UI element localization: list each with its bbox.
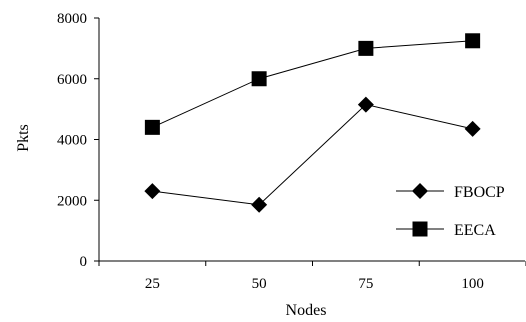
data-point-eeca xyxy=(465,33,481,49)
x-tick-label: 100 xyxy=(461,276,484,292)
data-point-eeca xyxy=(144,119,160,135)
legend-label: FBOCP xyxy=(454,184,505,201)
x-tick-labels: 25 50 75 100 xyxy=(145,276,484,292)
legend-item-eeca: EECA xyxy=(396,221,496,239)
series-line-fbocp xyxy=(152,104,473,206)
axes xyxy=(94,17,526,266)
y-tick-label: 4000 xyxy=(57,133,87,149)
series-fbocp xyxy=(144,96,481,213)
y-tick-label: 8000 xyxy=(57,11,87,27)
legend: FBOCP EECA xyxy=(396,183,505,239)
y-tick-labels: 0 2000 4000 6000 8000 xyxy=(57,11,87,270)
y-tick-label: 2000 xyxy=(57,193,87,209)
data-point-eeca xyxy=(358,40,374,56)
x-axis-label: Nodes xyxy=(286,302,327,319)
data-point-fbocp xyxy=(144,183,161,200)
x-tick-label: 50 xyxy=(252,276,267,292)
data-point-eeca xyxy=(251,71,267,87)
series-eeca xyxy=(144,33,481,135)
data-point-fbocp xyxy=(251,196,268,213)
series-line-eeca xyxy=(152,40,473,128)
y-axis-label: Pkts xyxy=(15,124,32,152)
x-tick-label: 75 xyxy=(358,276,373,292)
data-point-fbocp xyxy=(464,120,481,137)
data-point-fbocp xyxy=(357,96,374,113)
y-tick-label: 6000 xyxy=(57,72,87,88)
legend-label: EECA xyxy=(454,222,496,239)
y-tick-label: 0 xyxy=(80,254,88,270)
series-group xyxy=(144,33,481,213)
legend-marker xyxy=(412,183,428,199)
legend-item-fbocp: FBOCP xyxy=(396,183,505,201)
x-tick-label: 25 xyxy=(145,276,160,292)
legend-marker xyxy=(412,221,428,237)
